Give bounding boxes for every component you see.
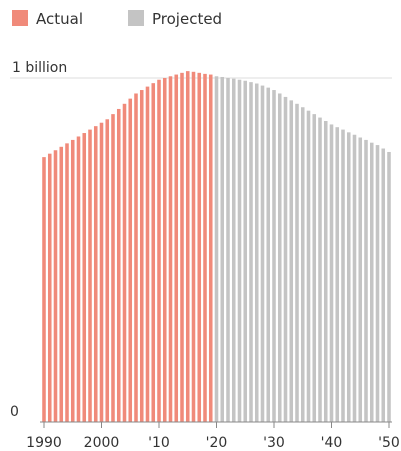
bar-2016 <box>191 71 196 422</box>
x-ticks-group: 1990 2000 '10 '20 '30 '40 '50 <box>26 422 400 451</box>
bar-2007 <box>139 90 144 422</box>
bar-2003 <box>116 108 121 423</box>
bar-2047 <box>369 142 374 423</box>
bar-2023 <box>231 78 236 422</box>
bar-2014 <box>180 72 184 422</box>
bar-2036 <box>306 110 311 423</box>
bar-2030 <box>272 90 276 422</box>
bar-2045 <box>358 137 363 422</box>
bar-2031 <box>277 93 282 422</box>
bar-1994 <box>65 143 69 423</box>
bar-1990 <box>42 157 46 422</box>
bar-2049 <box>381 148 386 422</box>
bar-2004 <box>122 103 127 423</box>
bar-2032 <box>283 96 288 423</box>
y-tick-label-zero: 0 <box>10 404 19 420</box>
bar-2034 <box>295 103 299 423</box>
x-tick-label-2040: '40 <box>321 435 343 451</box>
bar-2020 <box>214 76 219 422</box>
bar-2027 <box>254 83 259 422</box>
bars-group <box>42 71 391 423</box>
bar-2039 <box>323 121 328 422</box>
legend: Actual Projected <box>12 10 222 28</box>
bar-2009 <box>151 83 156 422</box>
bar-1992 <box>53 150 58 423</box>
bar-2028 <box>260 85 265 422</box>
bar-2043 <box>346 132 351 422</box>
bar-2010 <box>157 79 161 422</box>
bar-1996 <box>76 136 81 423</box>
legend-label-actual: Actual <box>36 10 83 28</box>
bar-2035 <box>300 107 305 423</box>
x-tick-label-2050: '50 <box>378 435 400 451</box>
bar-2017 <box>197 72 202 422</box>
bar-2012 <box>168 76 173 422</box>
bar-2002 <box>111 114 115 423</box>
bar-2022 <box>226 78 230 422</box>
bar-1993 <box>59 146 64 423</box>
bar-2021 <box>220 76 225 422</box>
bar-2048 <box>375 145 380 422</box>
bar-2005 <box>128 98 133 422</box>
bar-2050 <box>387 151 391 422</box>
bar-2041 <box>335 127 340 422</box>
x-tick-label-2020: '20 <box>206 435 228 451</box>
bar-2019 <box>208 74 213 422</box>
bar-2038 <box>318 117 322 422</box>
x-tick-label-1990: 1990 <box>26 435 62 451</box>
bar-2046 <box>364 139 368 423</box>
x-tick-label-2010: '10 <box>148 435 170 451</box>
bar-2011 <box>162 78 167 422</box>
y-tick-label-top: 1 billion <box>12 60 67 76</box>
bar-2024 <box>237 79 242 422</box>
legend-swatch-projected <box>128 10 144 26</box>
legend-swatch-actual <box>12 10 28 26</box>
bar-2018 <box>203 73 207 423</box>
bar-2001 <box>105 119 110 422</box>
bar-2000 <box>99 122 104 422</box>
bar-1998 <box>88 129 92 422</box>
bar-1997 <box>82 133 87 423</box>
bar-2042 <box>341 129 345 422</box>
legend-label-projected: Projected <box>152 10 222 28</box>
bar-2013 <box>174 74 179 422</box>
bar-1999 <box>93 126 98 422</box>
bar-2008 <box>145 86 150 422</box>
x-tick-label-2000: 2000 <box>84 435 120 451</box>
bar-2026 <box>249 82 253 422</box>
x-tick-label-2030: '30 <box>263 435 285 451</box>
bar-1995 <box>70 139 75 423</box>
bar-2033 <box>289 100 294 423</box>
bar-2040 <box>329 124 334 422</box>
bar-1991 <box>47 153 52 422</box>
bar-2029 <box>266 87 271 422</box>
bar-2006 <box>134 93 138 422</box>
bar-2037 <box>312 114 317 423</box>
bar-2025 <box>243 80 248 422</box>
bar-2015 <box>185 71 190 423</box>
bar-2044 <box>352 134 357 422</box>
